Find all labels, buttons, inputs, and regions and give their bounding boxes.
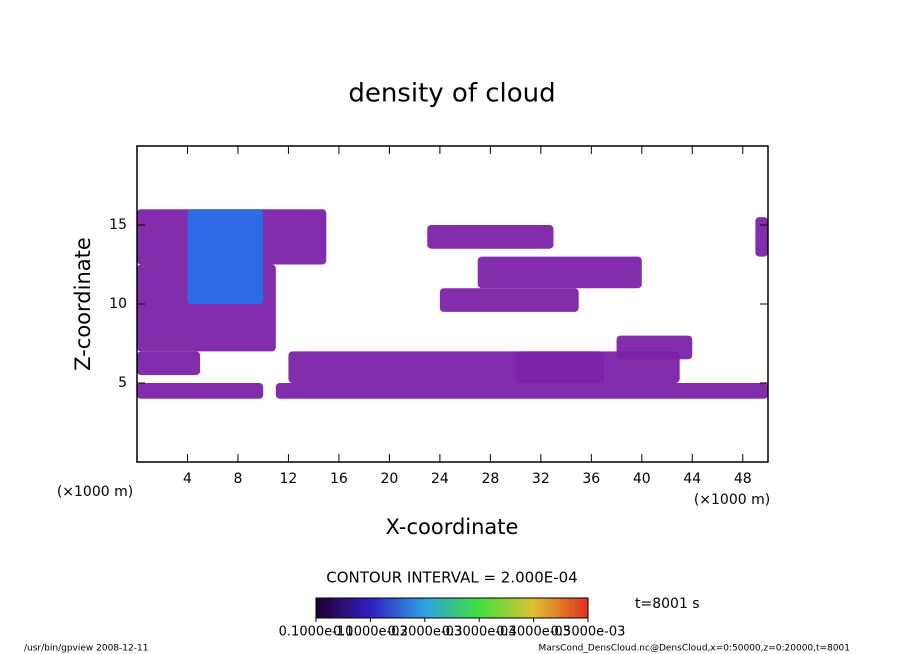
- x-tick-label: 24: [431, 471, 449, 487]
- y-unit: (×1000 m): [57, 484, 133, 500]
- contour-interval: CONTOUR INTERVAL = 2.000E-04: [326, 569, 577, 587]
- cloud-region: [427, 225, 554, 249]
- cloud-region: [137, 383, 264, 399]
- footer-right: MarsCond_DensCloud.nc@DensCloud,x=0:5000…: [539, 644, 851, 654]
- cloud-region: [616, 335, 693, 360]
- colorbar: [315, 597, 589, 619]
- x-tick-label: 20: [380, 471, 398, 487]
- cloud-region: [137, 351, 201, 376]
- chart-title: density of cloud: [348, 79, 555, 109]
- cloud-region: [477, 256, 642, 289]
- x-tick-label: 48: [734, 471, 752, 487]
- x-tick-label: 8: [233, 471, 242, 487]
- cloud-region: [439, 288, 579, 312]
- colorbar-tick-label: 0.4000e-03: [496, 625, 571, 640]
- cloud-region: [275, 383, 768, 399]
- colorbar-tick-label: 0.3000e-03: [442, 625, 517, 640]
- x-tick-label: 16: [330, 471, 348, 487]
- x-tick-label: 12: [280, 471, 298, 487]
- x-tick-label: 44: [683, 471, 701, 487]
- cloud-core: [187, 209, 264, 304]
- colorbar-tick-label: 0.5000e-03: [551, 625, 626, 640]
- x-tick-label: 4: [183, 471, 192, 487]
- colorbar-tick-label: 0.1000e-03: [333, 625, 408, 640]
- x-tick-label: 40: [633, 471, 651, 487]
- time-label: t=8001 s: [635, 596, 700, 612]
- y-tick-label: 15: [109, 217, 127, 233]
- y-tick-label: 5: [118, 375, 127, 391]
- y-tick-label: 10: [109, 296, 127, 312]
- cloud-region: [755, 217, 768, 257]
- y-axis-label: Z-coordinate: [71, 237, 95, 371]
- x-axis-label: X-coordinate: [386, 515, 519, 539]
- colorbar-tick-label: 0.1000e-10: [279, 625, 354, 640]
- x-tick-label: 36: [582, 471, 600, 487]
- x-tick-label: 28: [481, 471, 499, 487]
- x-tick-label: 32: [532, 471, 550, 487]
- colorbar-tick-label: 0.2000e-03: [387, 625, 462, 640]
- x-unit: (×1000 m): [694, 492, 770, 508]
- footer-left: /usr/bin/gpview 2008-12-11: [24, 644, 148, 654]
